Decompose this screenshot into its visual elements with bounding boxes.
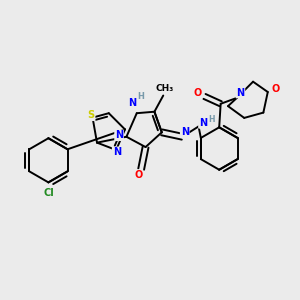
Text: CH₃: CH₃ bbox=[156, 84, 174, 93]
Text: N: N bbox=[128, 98, 136, 108]
Text: H: H bbox=[208, 115, 215, 124]
Text: Cl: Cl bbox=[43, 188, 54, 198]
Text: N: N bbox=[199, 118, 207, 128]
Text: O: O bbox=[194, 88, 202, 98]
Text: O: O bbox=[272, 84, 280, 94]
Text: S: S bbox=[88, 110, 95, 120]
Text: H: H bbox=[137, 92, 144, 101]
Text: N: N bbox=[181, 127, 189, 137]
Text: O: O bbox=[134, 170, 142, 180]
Text: N: N bbox=[115, 130, 123, 140]
Text: N: N bbox=[236, 88, 244, 98]
Text: N: N bbox=[113, 147, 121, 158]
